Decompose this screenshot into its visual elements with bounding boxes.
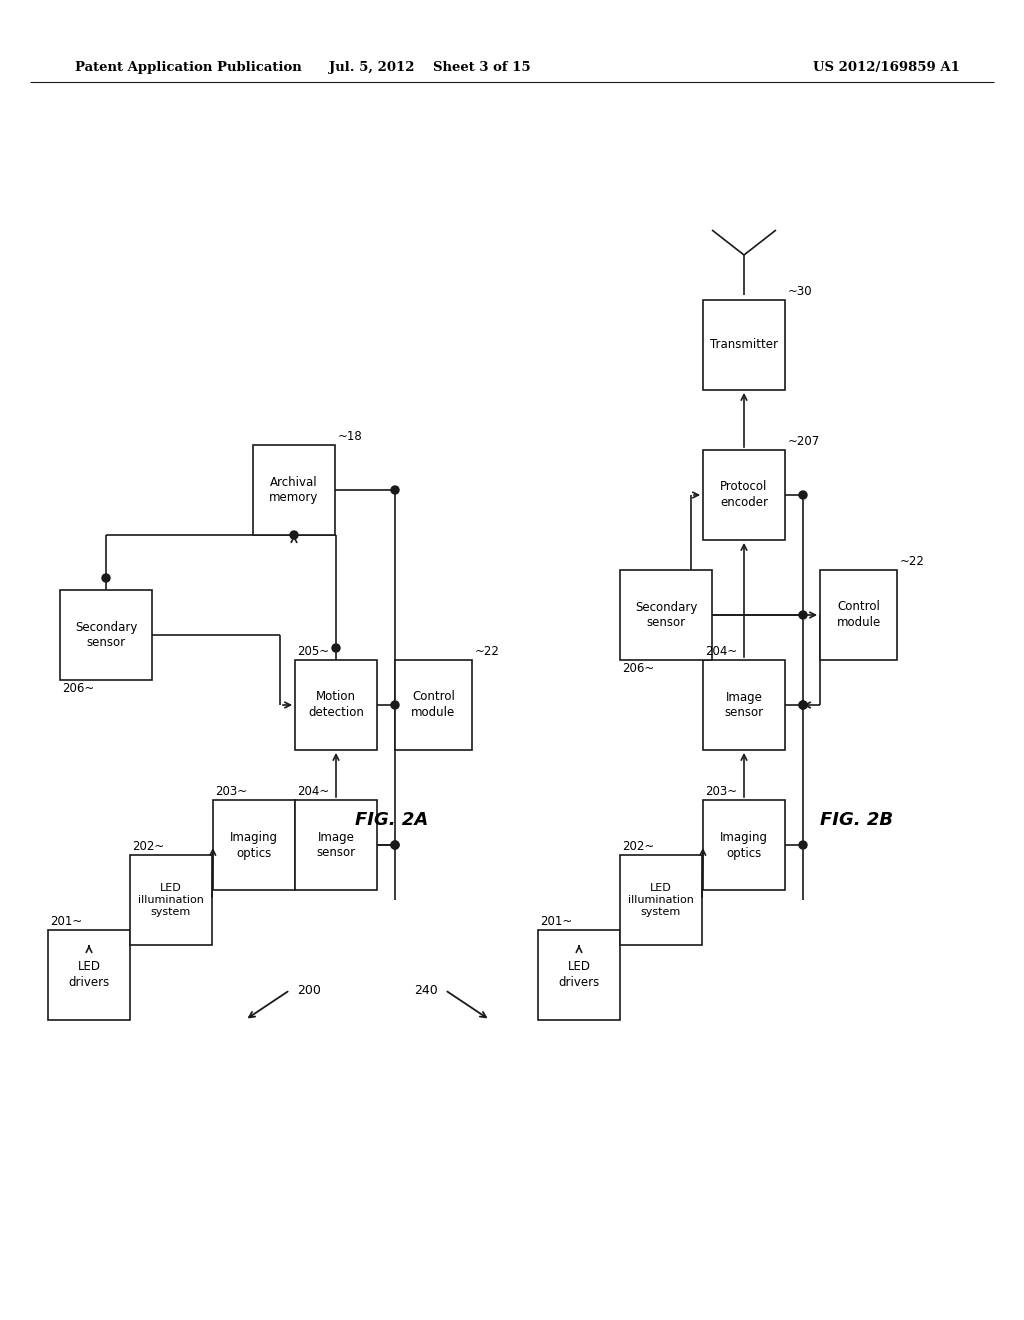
Text: Control
module: Control module: [837, 601, 881, 630]
Text: 206~: 206~: [62, 682, 94, 696]
Text: 206~: 206~: [622, 663, 654, 675]
Text: 204~: 204~: [705, 645, 737, 657]
Text: Archival
memory: Archival memory: [269, 475, 318, 504]
Text: LED
drivers: LED drivers: [69, 961, 110, 990]
Text: Imaging
optics: Imaging optics: [720, 830, 768, 859]
Text: Patent Application Publication: Patent Application Publication: [75, 62, 302, 74]
Text: 204~: 204~: [297, 785, 330, 799]
Circle shape: [799, 491, 807, 499]
Bar: [253, 445, 335, 535]
Circle shape: [799, 841, 807, 849]
Bar: [48, 931, 130, 1020]
Text: LED
illumination
system: LED illumination system: [138, 883, 204, 917]
Text: ~22: ~22: [900, 554, 925, 568]
Text: 200: 200: [297, 983, 321, 997]
Circle shape: [290, 531, 298, 539]
Circle shape: [391, 486, 399, 494]
Text: Transmitter: Transmitter: [710, 338, 778, 351]
Circle shape: [332, 644, 340, 652]
Circle shape: [391, 841, 399, 849]
Bar: [620, 855, 702, 945]
Text: Secondary
sensor: Secondary sensor: [635, 601, 697, 630]
Text: ~207: ~207: [788, 436, 820, 447]
Bar: [295, 660, 377, 750]
Bar: [703, 300, 785, 389]
Bar: [213, 800, 295, 890]
Text: 205~: 205~: [297, 645, 329, 657]
Text: Image
sensor: Image sensor: [316, 830, 355, 859]
Text: ~22: ~22: [475, 645, 500, 657]
Bar: [538, 931, 620, 1020]
Bar: [130, 855, 212, 945]
Text: FIG. 2A: FIG. 2A: [355, 810, 428, 829]
Text: Jul. 5, 2012    Sheet 3 of 15: Jul. 5, 2012 Sheet 3 of 15: [329, 62, 530, 74]
Text: 203~: 203~: [215, 785, 247, 799]
Bar: [703, 800, 785, 890]
Bar: [395, 660, 472, 750]
Text: FIG. 2B: FIG. 2B: [820, 810, 893, 829]
Text: ~30: ~30: [788, 285, 813, 298]
Text: LED
drivers: LED drivers: [558, 961, 600, 990]
Text: Motion
detection: Motion detection: [308, 690, 364, 719]
Circle shape: [102, 574, 110, 582]
Bar: [703, 660, 785, 750]
Text: US 2012/169859 A1: US 2012/169859 A1: [813, 62, 961, 74]
Circle shape: [799, 701, 807, 709]
Bar: [820, 570, 897, 660]
Circle shape: [799, 701, 807, 709]
Circle shape: [799, 611, 807, 619]
Text: Control
module: Control module: [412, 690, 456, 719]
Text: 201~: 201~: [50, 915, 82, 928]
Text: 201~: 201~: [540, 915, 572, 928]
Text: LED
illumination
system: LED illumination system: [628, 883, 694, 917]
Text: 202~: 202~: [622, 840, 654, 853]
Bar: [703, 450, 785, 540]
Text: 202~: 202~: [132, 840, 164, 853]
Text: Secondary
sensor: Secondary sensor: [75, 620, 137, 649]
Bar: [295, 800, 377, 890]
Text: 203~: 203~: [705, 785, 737, 799]
Bar: [620, 570, 712, 660]
Text: ~18: ~18: [338, 430, 362, 444]
Text: 240: 240: [415, 983, 438, 997]
Bar: [60, 590, 152, 680]
Text: Imaging
optics: Imaging optics: [230, 830, 278, 859]
Circle shape: [391, 841, 399, 849]
Text: Protocol
encoder: Protocol encoder: [720, 480, 768, 510]
Text: Image
sensor: Image sensor: [724, 690, 764, 719]
Circle shape: [391, 701, 399, 709]
